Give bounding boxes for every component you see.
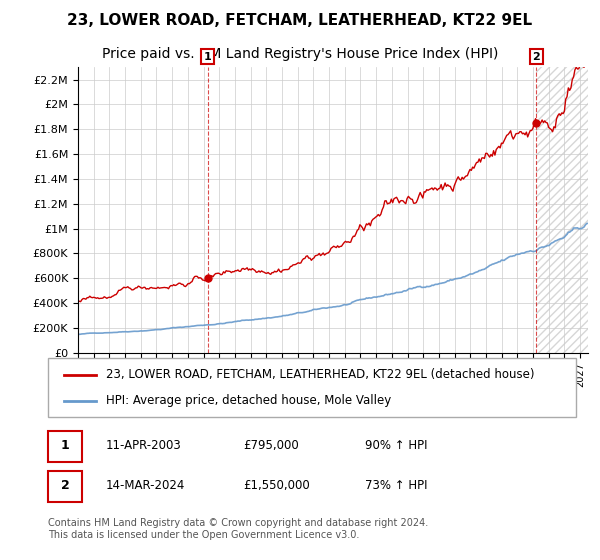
Text: 11-APR-2003: 11-APR-2003	[106, 439, 182, 452]
Text: 1: 1	[61, 439, 69, 452]
Text: £1,550,000: £1,550,000	[244, 479, 310, 492]
Text: Price paid vs. HM Land Registry's House Price Index (HPI): Price paid vs. HM Land Registry's House …	[102, 47, 498, 61]
Text: 73% ↑ HPI: 73% ↑ HPI	[365, 479, 427, 492]
FancyBboxPatch shape	[48, 358, 576, 417]
Text: HPI: Average price, detached house, Mole Valley: HPI: Average price, detached house, Mole…	[106, 394, 391, 407]
FancyBboxPatch shape	[48, 431, 82, 462]
FancyBboxPatch shape	[48, 471, 82, 502]
Text: £795,000: £795,000	[244, 439, 299, 452]
Text: 90% ↑ HPI: 90% ↑ HPI	[365, 439, 427, 452]
Text: 1: 1	[204, 52, 212, 62]
Text: 2: 2	[532, 52, 540, 62]
Text: 23, LOWER ROAD, FETCHAM, LEATHERHEAD, KT22 9EL: 23, LOWER ROAD, FETCHAM, LEATHERHEAD, KT…	[67, 13, 533, 29]
Text: 14-MAR-2024: 14-MAR-2024	[106, 479, 185, 492]
Text: Contains HM Land Registry data © Crown copyright and database right 2024.
This d: Contains HM Land Registry data © Crown c…	[48, 518, 428, 540]
Text: 23, LOWER ROAD, FETCHAM, LEATHERHEAD, KT22 9EL (detached house): 23, LOWER ROAD, FETCHAM, LEATHERHEAD, KT…	[106, 368, 535, 381]
Text: 2: 2	[61, 479, 69, 492]
